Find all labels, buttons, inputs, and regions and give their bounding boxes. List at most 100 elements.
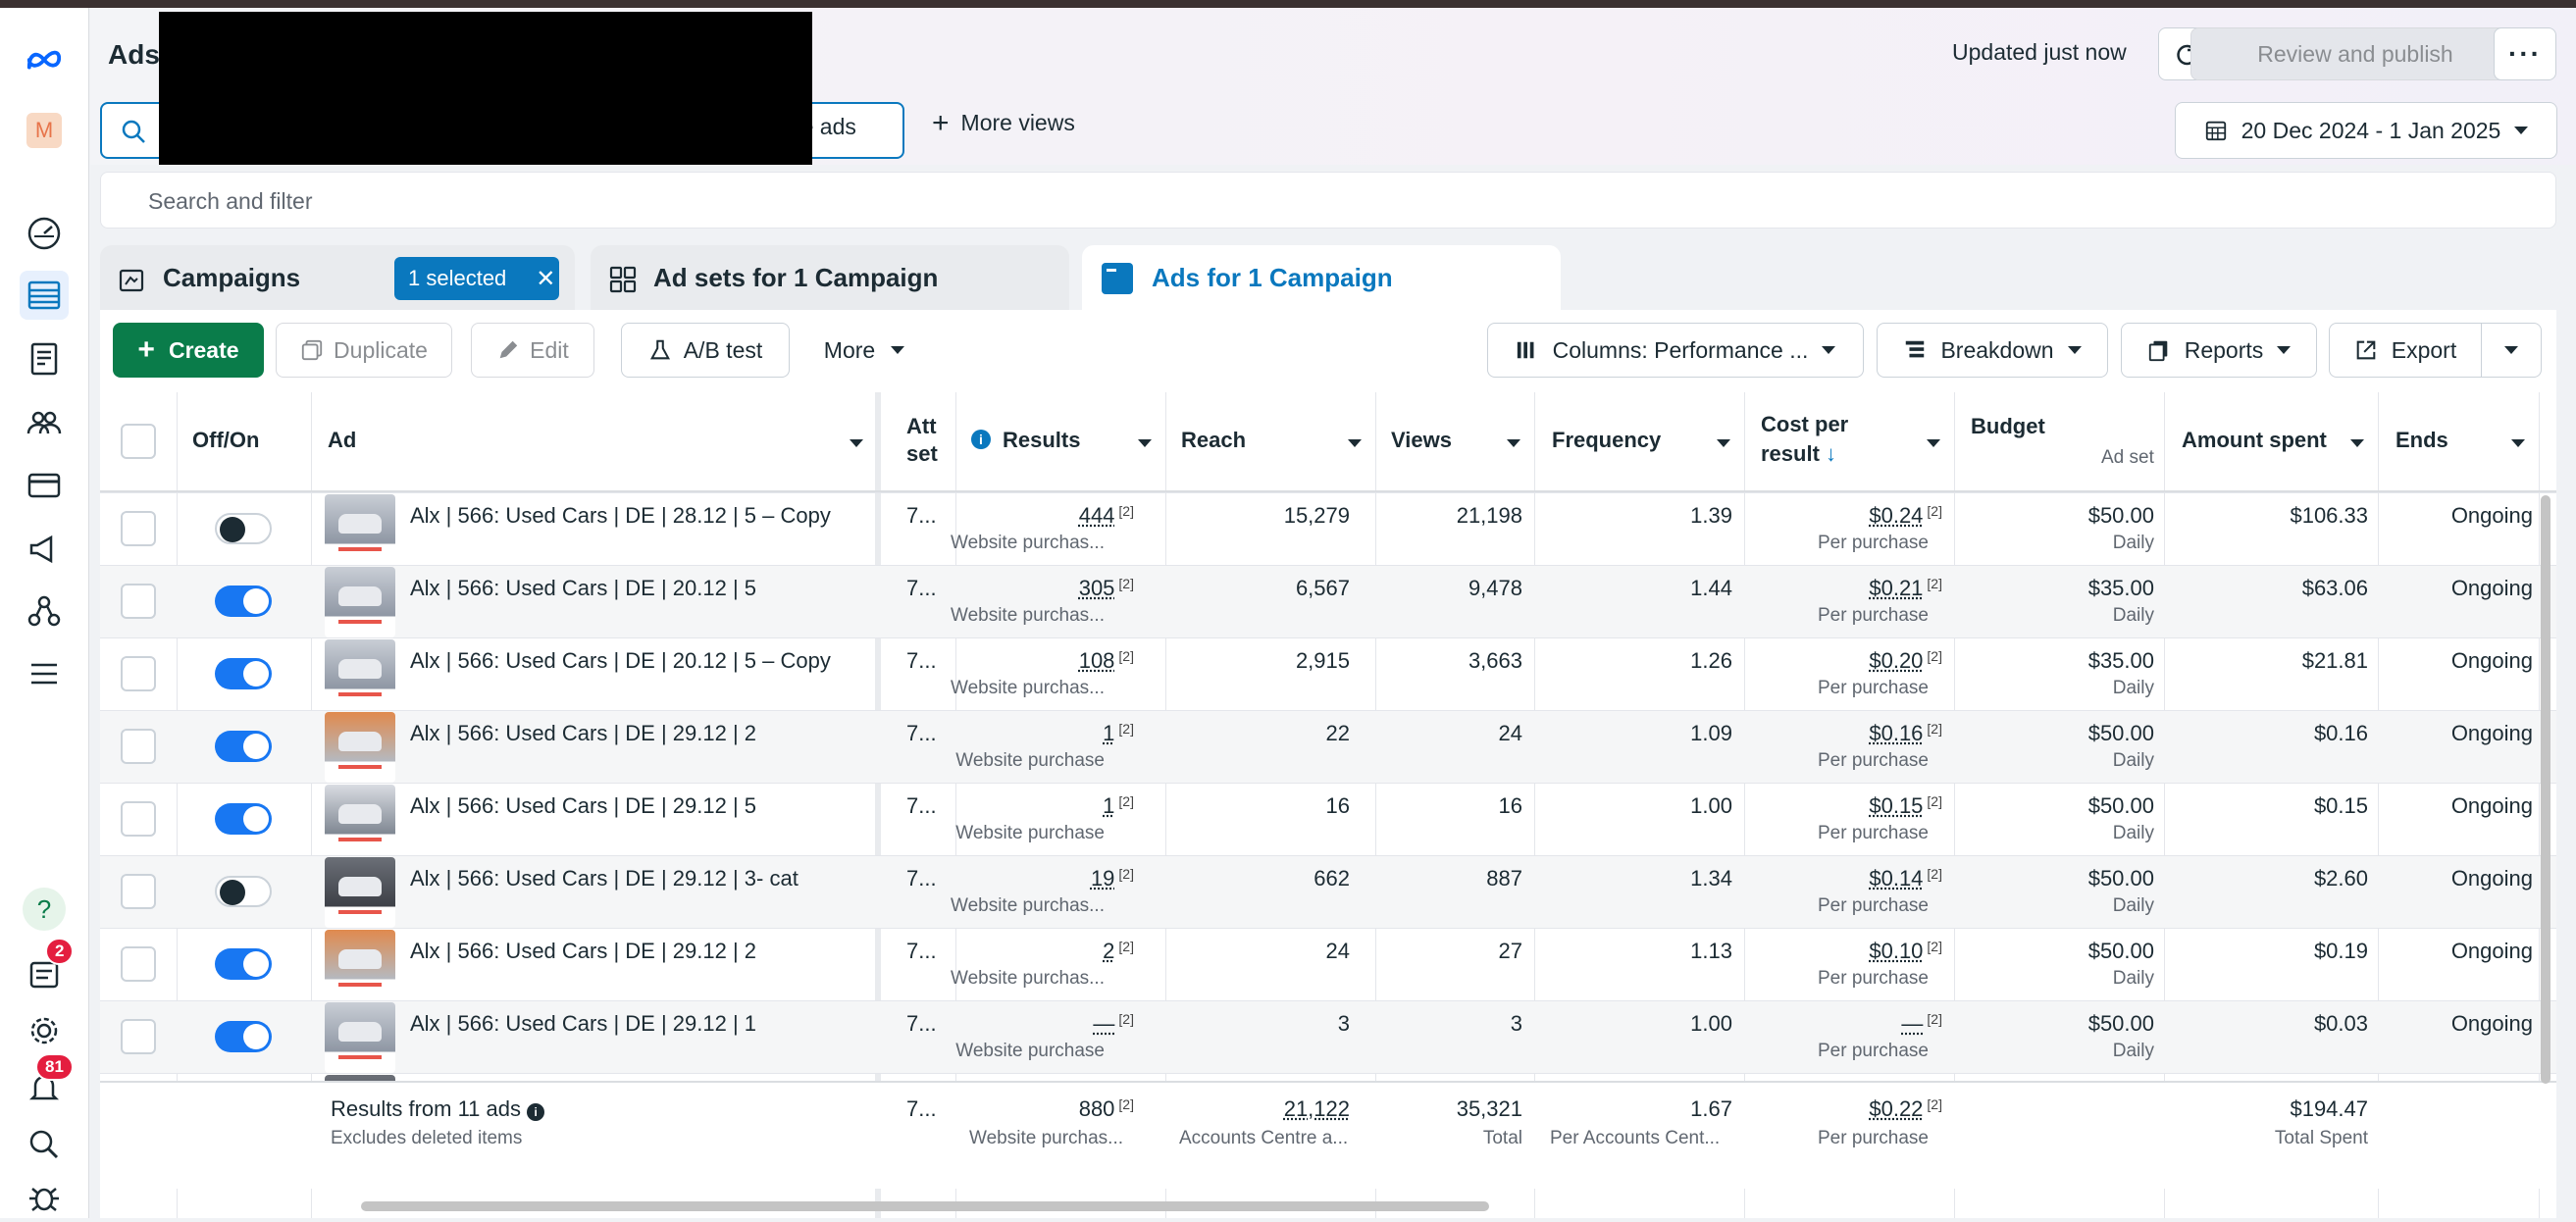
row-checkbox[interactable] xyxy=(121,946,156,982)
more-dropdown[interactable]: More xyxy=(802,323,926,378)
plus-icon: + xyxy=(137,340,155,360)
help-icon[interactable]: ? xyxy=(20,885,69,934)
breakdown-dropdown[interactable]: Breakdown xyxy=(1877,323,2108,378)
more-options-button[interactable]: ··· xyxy=(2494,27,2556,80)
ad-name[interactable]: Alx | 566: Used Cars | DE | 29.12 | 2 xyxy=(410,721,756,746)
column-cost-label: result xyxy=(1761,441,1820,466)
row-checkbox[interactable] xyxy=(121,511,156,546)
dashboard-icon[interactable] xyxy=(20,209,69,258)
tab-adsets[interactable]: Ad sets for 1 Campaign xyxy=(591,245,1069,310)
ad-name[interactable]: Alx | 566: Used Cars | DE | 29.12 | 1 xyxy=(410,1011,756,1037)
cost-value: $0.21 [2] xyxy=(1869,576,1942,601)
ads-manager-table-icon[interactable] xyxy=(20,271,69,320)
chevron-down-icon[interactable] xyxy=(1717,439,1730,447)
table-row[interactable]: Alx | 566: Used Cars | DE | 20.12 | 5 – … xyxy=(100,637,2556,710)
ad-status-toggle[interactable] xyxy=(215,876,272,907)
row-checkbox[interactable] xyxy=(121,584,156,619)
pages-icon[interactable] xyxy=(20,334,69,383)
ad-name[interactable]: Alx | 566: Used Cars | DE | 29.12 | 3- c… xyxy=(410,866,799,891)
export-button[interactable]: Export xyxy=(2329,323,2482,378)
chevron-down-icon[interactable] xyxy=(1138,439,1152,447)
cost-value: —[2] xyxy=(1901,1011,1942,1037)
columns-dropdown[interactable]: Columns: Performance ... xyxy=(1487,323,1864,378)
billing-icon[interactable] xyxy=(20,461,69,510)
review-publish-button[interactable]: Review and publish xyxy=(2190,27,2520,80)
chevron-down-icon[interactable] xyxy=(2511,439,2525,447)
ad-thumbnail[interactable] xyxy=(325,494,395,565)
network-icon[interactable] xyxy=(20,586,69,636)
reach-value: 22 xyxy=(1326,721,1350,746)
search-icon xyxy=(120,118,147,145)
ad-thumbnail[interactable] xyxy=(325,639,395,710)
ad-status-toggle[interactable] xyxy=(215,513,272,544)
duplicate-button[interactable]: Duplicate xyxy=(276,323,452,378)
ad-name[interactable]: Alx | 566: Used Cars | DE | 29.12 | 5 xyxy=(410,793,756,819)
ad-name[interactable]: Alx | 566: Used Cars | DE | 29.12 | 2 xyxy=(410,939,756,964)
table-row[interactable]: Alx | 566: Used Cars | DE | 29.12 | 3- c… xyxy=(100,855,2556,928)
attribution-value: 7... xyxy=(906,648,937,674)
settings-gear-icon[interactable] xyxy=(20,1006,69,1055)
plus-icon: + xyxy=(932,114,950,133)
reports-dropdown[interactable]: Reports xyxy=(2121,323,2317,378)
bug-report-icon[interactable] xyxy=(20,1173,69,1222)
ad-status-toggle[interactable] xyxy=(215,586,272,617)
more-views-button[interactable]: + More views xyxy=(932,110,1075,136)
ad-status-toggle[interactable] xyxy=(215,658,272,689)
edit-button[interactable]: Edit xyxy=(471,323,594,378)
cost-type: Per purchase xyxy=(1818,1041,1929,1062)
chevron-down-icon[interactable] xyxy=(2350,439,2364,447)
chevron-down-icon[interactable] xyxy=(850,439,863,447)
ad-status-toggle[interactable] xyxy=(215,1021,272,1052)
ad-name[interactable]: Alx | 566: Used Cars | DE | 20.12 | 5 – … xyxy=(410,648,831,674)
table-row[interactable]: Alx | 566: Used Cars | DE | 29.12 | 2 7..… xyxy=(100,710,2556,783)
ad-thumbnail[interactable] xyxy=(325,785,395,855)
row-checkbox[interactable] xyxy=(121,656,156,691)
selected-campaigns-pill[interactable]: 1 selected ✕ xyxy=(394,257,559,300)
ab-test-button[interactable]: A/B test xyxy=(621,323,790,378)
chevron-down-icon[interactable] xyxy=(1348,439,1362,447)
ad-name[interactable]: Alx | 566: Used Cars | DE | 28.12 | 5 – … xyxy=(410,503,831,529)
table-row[interactable]: Alx | 566: Used Cars | DE | 28.12 | 5 – … xyxy=(100,492,2556,565)
budget-value: $50.00 xyxy=(2088,1011,2154,1037)
ad-thumbnail[interactable] xyxy=(325,857,395,928)
ends-value: Ongoing xyxy=(2451,721,2533,746)
ad-thumbnail[interactable] xyxy=(325,567,395,637)
table-row[interactable]: Alx | 566: Used Cars | DE | 20.12 | 5 7..… xyxy=(100,565,2556,637)
close-icon[interactable]: ✕ xyxy=(536,265,555,293)
ad-name[interactable]: Alx | 566: Used Cars | DE | 20.12 | 5 xyxy=(410,576,756,601)
ad-thumbnail[interactable] xyxy=(325,930,395,1000)
chevron-down-icon[interactable] xyxy=(1927,439,1940,447)
search-icon[interactable] xyxy=(20,1120,69,1169)
row-checkbox[interactable] xyxy=(121,729,156,764)
row-checkbox[interactable] xyxy=(121,801,156,837)
search-filter-bar[interactable]: Search and filter xyxy=(100,172,2556,229)
create-button[interactable]: + Create xyxy=(113,323,264,378)
meta-logo-icon[interactable] xyxy=(20,35,69,84)
table-row[interactable]: Alx | 566: Used Cars | DE | 29.12 | 1 7..… xyxy=(100,1000,2556,1073)
tab-ads[interactable]: Ads for 1 Campaign xyxy=(1082,245,1561,310)
more-views-label: More views xyxy=(961,110,1075,136)
info-icon: i xyxy=(527,1103,544,1121)
vertical-scrollbar[interactable] xyxy=(2541,495,2550,1084)
ad-status-toggle[interactable] xyxy=(215,803,272,835)
date-range-picker[interactable]: 20 Dec 2024 - 1 Jan 2025 xyxy=(2175,102,2557,159)
ad-thumbnail[interactable] xyxy=(325,1002,395,1073)
budget-type: Daily xyxy=(2113,1041,2154,1062)
megaphone-icon[interactable] xyxy=(20,524,69,573)
ad-status-toggle[interactable] xyxy=(215,948,272,980)
menu-icon[interactable] xyxy=(20,649,69,698)
ad-thumbnail[interactable] xyxy=(325,712,395,783)
row-checkbox[interactable] xyxy=(121,1019,156,1054)
ad-status-toggle[interactable] xyxy=(215,731,272,762)
horizontal-scrollbar[interactable] xyxy=(361,1201,1489,1211)
chevron-down-icon[interactable] xyxy=(1507,439,1520,447)
account-avatar[interactable]: M xyxy=(20,106,69,155)
table-row[interactable]: Alx | 566: Used Cars | DE | 29.12 | 2 7..… xyxy=(100,928,2556,1000)
row-checkbox[interactable] xyxy=(121,874,156,909)
table-row[interactable]: Alx | 566: Used Cars | DE | 29.12 | 5 7..… xyxy=(100,783,2556,855)
results-value: —[2] xyxy=(1093,1011,1134,1037)
export-options-dropdown[interactable] xyxy=(2481,323,2542,378)
audiences-icon[interactable] xyxy=(20,398,69,447)
select-all-checkbox[interactable] xyxy=(121,424,156,459)
info-icon[interactable]: i xyxy=(971,430,991,449)
